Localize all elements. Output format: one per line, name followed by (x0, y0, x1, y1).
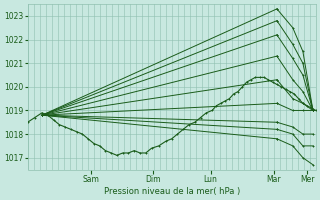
X-axis label: Pression niveau de la mer( hPa ): Pression niveau de la mer( hPa ) (104, 187, 240, 196)
